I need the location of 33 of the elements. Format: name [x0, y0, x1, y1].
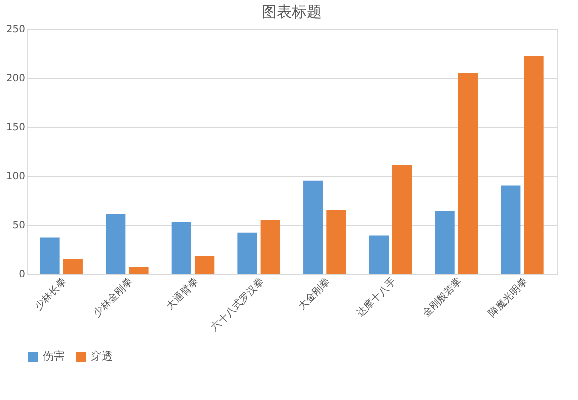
bar: [260, 220, 280, 274]
y-tick-label: 200: [6, 74, 26, 84]
x-tick-label: 大金刚拳: [296, 276, 333, 313]
y-tick-label: 0: [19, 270, 26, 280]
bar: [238, 232, 258, 274]
bar: [194, 256, 215, 274]
bar: [40, 238, 60, 274]
y-tick-label: 100: [6, 172, 26, 182]
y-tick-label: 150: [6, 122, 26, 134]
x-tick-label: 少林长拳: [32, 276, 70, 313]
bar: [501, 186, 521, 274]
x-tick-label: 达摩十八手: [354, 276, 399, 320]
bar: [172, 222, 192, 274]
bar: [129, 267, 149, 274]
x-tick-label: 六十八式罗汉拳: [208, 276, 267, 334]
bar: [106, 214, 126, 274]
bar: [369, 236, 390, 274]
x-tick-label: 大通臂拳: [164, 276, 202, 313]
x-tick-label: 金刚般若掌: [420, 276, 464, 320]
bar: [435, 211, 455, 274]
y-tick-label: 50: [12, 220, 26, 232]
legend-label: 穿透: [91, 350, 113, 363]
bar: [326, 210, 346, 274]
bar: [392, 165, 412, 274]
chart-title: 图表标题: [262, 3, 322, 21]
x-tick-label: 少林金刚拳: [91, 276, 136, 320]
bar: [63, 259, 83, 274]
bar: [524, 56, 544, 274]
y-tick-label: 250: [6, 24, 26, 36]
bar: [458, 73, 478, 274]
bar: [304, 180, 324, 274]
legend-label: 伤害: [43, 350, 65, 363]
x-tick-label: 降魔光明拳: [486, 276, 530, 320]
